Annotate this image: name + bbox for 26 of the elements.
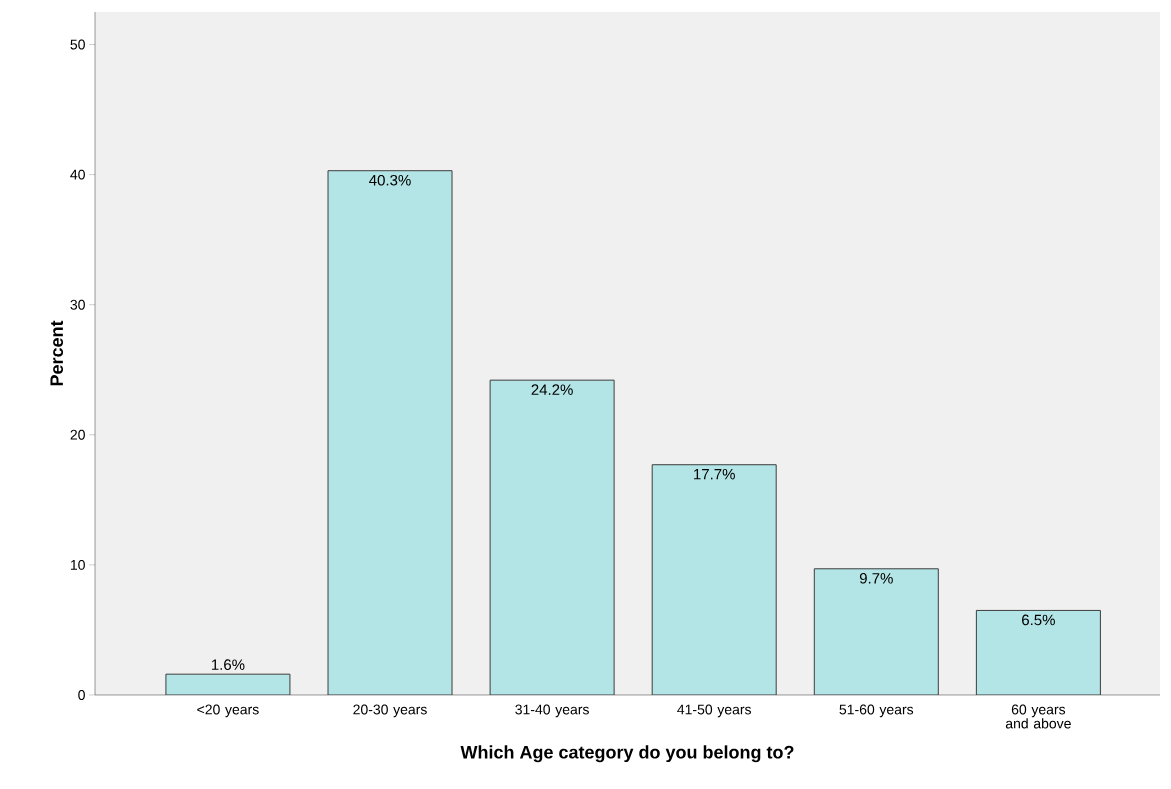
x-tick-label: 31-40 years — [515, 704, 589, 718]
x-tick-label: <20 years — [197, 704, 259, 718]
y-tick-label: 10 — [70, 559, 85, 570]
data-label: 9.7% — [859, 572, 893, 584]
y-tick-label: 50 — [70, 39, 85, 50]
bar — [813, 568, 939, 695]
data-label: 17.7% — [694, 468, 735, 480]
data-label: 40.3% — [369, 174, 411, 186]
y-tick-label: 0 — [78, 690, 85, 700]
y-tick-label: 20 — [70, 429, 85, 440]
bar — [975, 609, 1101, 695]
bar — [165, 673, 291, 695]
y-tick-label: 40 — [70, 169, 85, 180]
bar — [651, 464, 777, 695]
y-tick-label: 30 — [70, 299, 85, 310]
data-label: 24.2% — [531, 384, 573, 395]
bar — [327, 170, 453, 695]
data-label: 6.5% — [1022, 614, 1055, 626]
data-label: 1.6% — [211, 659, 245, 670]
bar — [489, 379, 615, 695]
y-axis-title: Percent — [50, 320, 64, 386]
x-tick-label: 20-30 years — [353, 704, 427, 718]
x-tick-label: 60 years and above — [1005, 704, 1071, 729]
x-tick-label: 41-50 years — [677, 704, 752, 718]
x-axis-title: Which Age category do you belong to? — [460, 745, 794, 763]
x-tick-label: 51-60 years — [839, 704, 914, 718]
